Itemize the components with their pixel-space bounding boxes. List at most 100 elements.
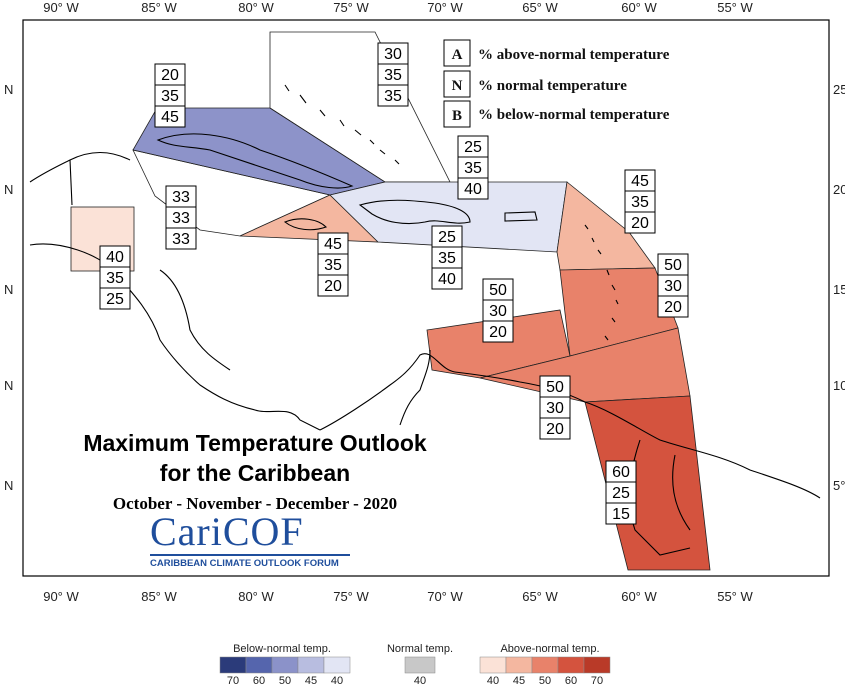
scale-tick: 50 [539, 675, 551, 684]
hispaniola-coast [358, 199, 471, 225]
central-america-coast [29, 152, 321, 431]
lon-top-2: 80° W [238, 0, 274, 15]
lat-right-4: 5° [833, 478, 845, 493]
prob-value: 35 [384, 67, 402, 84]
lat-right-labels: 25 20 15 10 5° [833, 82, 845, 493]
prob-value: 20 [546, 421, 564, 438]
scale-tick: 50 [279, 675, 291, 684]
lat-left-0: N [4, 82, 13, 97]
lat-right-0: 25 [833, 82, 845, 97]
scale-swatch [219, 656, 247, 674]
map-title-line2: for the Caribbean [159, 460, 351, 486]
prob-box-guianas: 60 25 15 [605, 460, 637, 525]
prob-value: 20 [664, 299, 682, 316]
prob-box-cuba: 20 35 45 [154, 63, 186, 128]
lon-top-3: 75° W [333, 0, 369, 15]
prob-cell [605, 502, 637, 525]
scale-swatch [531, 656, 559, 674]
prob-cell [624, 211, 656, 234]
lat-left-labels: N N N N N [4, 82, 13, 493]
prob-box-hispaniola: 25 35 40 [457, 135, 489, 200]
coastlines [29, 84, 821, 556]
prob-box-bahamas: 30 35 35 [377, 42, 409, 107]
antilles-islands [584, 224, 619, 341]
prob-cell [482, 320, 514, 343]
prob-value: 35 [631, 194, 649, 211]
lon-bottom-5: 65° W [522, 589, 558, 604]
scale-normal-tick: 40 [414, 675, 426, 684]
lon-bottom-7: 55° W [717, 589, 753, 604]
prob-value: 45 [631, 173, 649, 190]
zone-west [132, 149, 332, 237]
scale-tick: 60 [253, 675, 265, 684]
lon-top-6: 60° W [621, 0, 657, 15]
scale-tick: 40 [487, 675, 499, 684]
lon-bottom-labels: 90° W 85° W 80° W 75° W 70° W 65° W 60° … [43, 589, 753, 604]
scale-tick: 70 [227, 675, 239, 684]
lat-left-1: N [4, 182, 13, 197]
prob-value: 20 [631, 215, 649, 232]
lon-bottom-4: 70° W [427, 589, 463, 604]
prob-cell [317, 274, 349, 297]
prob-value: 15 [612, 506, 630, 523]
scale-normal-swatch [404, 656, 436, 674]
caricof-logo: CariCOF CARIBBEAN CLIMATE OUTLOOK FORUM [150, 510, 350, 569]
scale-swatch [505, 656, 533, 674]
scale-above: 40 45 50 60 70 [479, 656, 611, 684]
lat-left-3: N [4, 378, 13, 393]
bahamas-islands [284, 84, 400, 165]
prob-cell [657, 295, 689, 318]
legend-text-b: % below-normal temperature [478, 107, 670, 123]
scale-normal-label: Normal temp. [387, 643, 453, 655]
prob-value: 35 [464, 160, 482, 177]
legend-text-a: % above-normal temperature [478, 47, 670, 63]
scale-swatch [297, 656, 325, 674]
lon-bottom-2: 80° W [238, 589, 274, 604]
legend-letter-a: A [452, 47, 463, 63]
scale-swatch [479, 656, 507, 674]
lon-top-0: 90° W [43, 0, 79, 15]
prob-box-trinidad: 50 30 20 [539, 375, 571, 440]
prob-value: 45 [161, 109, 179, 126]
prob-cell [154, 105, 186, 128]
prob-value: 40 [106, 249, 124, 266]
lat-right-3: 10 [833, 378, 845, 393]
lon-top-5: 65° W [522, 0, 558, 15]
prob-cell [431, 267, 463, 290]
scale-below-label: Below-normal temp. [233, 643, 331, 655]
prob-value: 30 [546, 400, 564, 417]
prob-value: 35 [161, 88, 179, 105]
prob-value: 20 [161, 67, 179, 84]
prob-box-jamaica: 45 35 20 [317, 232, 349, 297]
scale-tick: 60 [565, 675, 577, 684]
legend-letter-b: B [452, 108, 462, 124]
lon-top-labels: 90° W 85° W 80° W 75° W 70° W 65° W 60° … [43, 0, 753, 15]
prob-box-west: 33 33 33 [165, 185, 197, 250]
prob-box-abc: 50 30 20 [482, 278, 514, 343]
prob-value: 30 [384, 46, 402, 63]
prob-cell [539, 417, 571, 440]
scale-below: 70 60 50 45 40 [219, 656, 351, 684]
prob-box-puerto-rico: 25 35 40 [431, 225, 463, 290]
prob-value: 25 [612, 485, 630, 502]
prob-value: 40 [464, 181, 482, 198]
scale-above-label: Above-normal temp. [500, 643, 599, 655]
lon-bottom-6: 60° W [621, 589, 657, 604]
lon-bottom-3: 75° W [333, 589, 369, 604]
lat-left-2: N [4, 282, 13, 297]
scale-tick: 45 [513, 675, 525, 684]
lat-right-1: 20 [833, 182, 845, 197]
prob-cell [165, 227, 197, 250]
prob-value: 35 [106, 270, 124, 287]
lat-right-2: 15 [833, 282, 845, 297]
jamaica-coast [283, 218, 328, 231]
cuba-coast [156, 133, 354, 189]
logo-subtitle: CARIBBEAN CLIMATE OUTLOOK FORUM [150, 554, 350, 569]
scale-swatch [271, 656, 299, 674]
prob-value: 33 [172, 189, 190, 206]
prob-value: 30 [664, 278, 682, 295]
map-title-line1: Maximum Temperature Outlook [83, 430, 427, 456]
south-america-coast [319, 349, 821, 499]
prob-value: 50 [489, 282, 507, 299]
prob-value: 35 [438, 250, 456, 267]
